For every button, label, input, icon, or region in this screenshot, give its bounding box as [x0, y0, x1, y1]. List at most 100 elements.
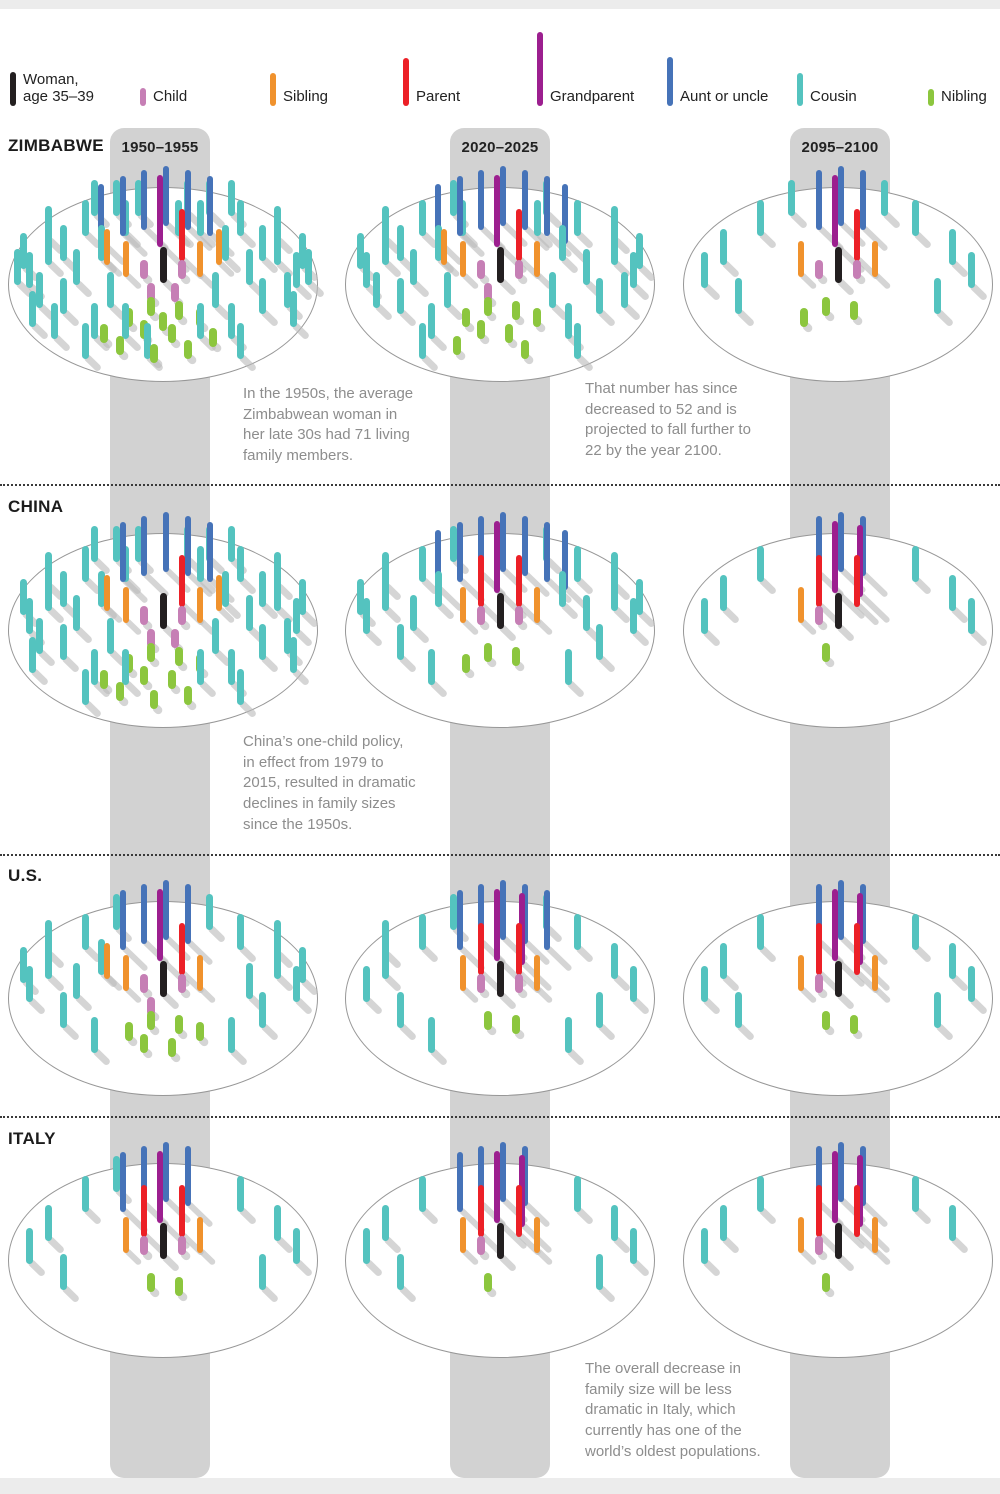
peg-cousin [289, 637, 297, 674]
peg-woman [834, 592, 842, 629]
peg-parent [853, 1185, 860, 1238]
peg-grandparent [493, 1151, 500, 1224]
peg-cousin [122, 545, 130, 582]
peg-cousin [113, 1156, 120, 1193]
peg-nibling [452, 335, 461, 355]
peg-grandparent [518, 893, 525, 966]
peg-cousin [144, 322, 151, 359]
peg-aunt-uncle [521, 1145, 528, 1206]
family-panel-italy-1 [8, 1142, 318, 1358]
peg-cousin [719, 943, 727, 979]
peg-cousin [620, 271, 628, 308]
peg-child [177, 605, 186, 625]
peg-cousin [292, 252, 300, 289]
annotation-china: China’s one-child policy, in effect from… [243, 733, 416, 833]
peg-cousin [443, 271, 451, 308]
legend-label: Sibling [283, 88, 329, 106]
peg-cousin [274, 551, 282, 588]
peg-cousin [60, 991, 68, 1028]
peg-woman [496, 246, 504, 283]
peg-aunt-uncle [838, 512, 845, 572]
peg-cousin [757, 1175, 764, 1212]
legend-item-woman: Woman, age 35–39 [10, 72, 94, 106]
peg-cousin [29, 291, 37, 328]
peg-sibling [459, 1216, 466, 1253]
peg-cousin [357, 232, 364, 269]
peg-nibling [511, 300, 520, 320]
peg-cousin [912, 199, 919, 236]
peg-aunt-uncle [163, 166, 170, 226]
peg-cousin [72, 962, 80, 999]
peg-cousin [206, 894, 213, 931]
peg-aunt-uncle [456, 889, 463, 950]
peg-nibling [140, 666, 149, 686]
peg-cousin [409, 594, 417, 631]
peg-sibling [797, 1216, 804, 1253]
peg-cousin [72, 594, 80, 631]
peg-cousin [381, 575, 389, 611]
peg-parent [816, 1185, 823, 1238]
peg-nibling [183, 685, 192, 705]
legend-label: Nibling [941, 88, 987, 106]
peg-aunt-uncle [816, 169, 823, 230]
peg-cousin [434, 225, 442, 262]
peg-child [815, 259, 824, 279]
peg-nibling [511, 1014, 520, 1034]
peg-cousin [363, 1228, 371, 1265]
peg-cousin [258, 991, 266, 1028]
peg-nibling [799, 308, 808, 328]
peg-cousin [701, 966, 709, 1003]
peg-nibling [849, 300, 858, 320]
peg-cousin [299, 946, 306, 983]
legend-peg-sibling [270, 73, 276, 106]
peg-nibling [174, 646, 183, 666]
peg-cousin [134, 526, 142, 563]
peg-cousin [757, 199, 764, 236]
peg-cousin [595, 623, 603, 660]
peg-cousin [397, 1253, 405, 1290]
peg-cousin [558, 225, 566, 262]
peg-cousin [629, 598, 637, 635]
peg-grandparent [856, 525, 863, 598]
peg-child [815, 1235, 824, 1255]
peg-child [177, 973, 186, 993]
peg-nibling [146, 642, 155, 662]
peg-woman [159, 592, 167, 629]
legend-item-aunt-uncle: Aunt or uncle [667, 57, 768, 106]
peg-cousin [20, 946, 27, 983]
peg-cousin [611, 551, 619, 588]
peg-child [146, 283, 155, 303]
peg-cousin [292, 1228, 300, 1265]
peg-sibling [797, 586, 804, 623]
peg-cousin [735, 991, 743, 1028]
peg-cousin [122, 199, 130, 236]
peg-nibling [849, 1014, 858, 1034]
peg-parent [478, 923, 485, 976]
peg-aunt-uncle [141, 1145, 148, 1206]
peg-aunt-uncle [163, 1142, 170, 1202]
peg-cousin [274, 919, 282, 956]
peg-aunt-uncle [500, 880, 507, 940]
peg-child [177, 1235, 186, 1255]
peg-sibling [441, 229, 448, 265]
peg-cousin [299, 232, 306, 269]
legend: Woman, age 35–39 Child Sibling Parent Grandp… [0, 14, 1000, 106]
peg-cousin [574, 913, 581, 950]
peg-cousin [574, 545, 581, 582]
peg-parent [478, 555, 485, 608]
peg-aunt-uncle [119, 889, 126, 950]
peg-nibling [115, 335, 124, 355]
peg-aunt-uncle [206, 175, 213, 236]
peg-cousin [305, 248, 313, 285]
peg-nibling [483, 1272, 492, 1292]
peg-cousin [91, 303, 99, 340]
peg-aunt-uncle [141, 169, 148, 230]
peg-woman [834, 246, 842, 283]
peg-cousin [72, 248, 80, 285]
peg-nibling [140, 1034, 149, 1054]
peg-cousin [196, 303, 204, 340]
peg-woman [834, 960, 842, 997]
peg-nibling [533, 308, 542, 328]
peg-aunt-uncle [838, 880, 845, 940]
peg-cousin [450, 526, 457, 563]
